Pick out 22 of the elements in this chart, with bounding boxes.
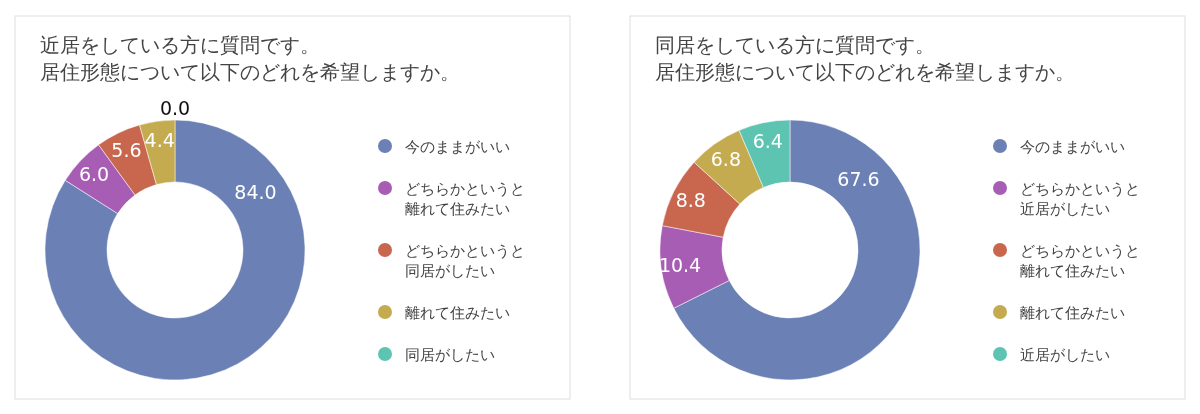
legend-label: どちらかというと同居がしたい — [405, 242, 525, 280]
text: 0.0 — [159, 97, 191, 119]
legend-label: 今のままがいい — [405, 138, 510, 156]
chart-title: 同居をしている方に質問です。居住形態について以下のどれを希望しますか。 — [655, 33, 1075, 84]
data-label: 67.6 — [837, 167, 880, 190]
legend-label: どちらかというと離れて住みたい — [1020, 242, 1140, 280]
data-label: 5.6 — [111, 139, 142, 162]
data-label: 6.0 — [78, 163, 110, 186]
legend-label: どちらかというと離れて住みたい — [405, 180, 525, 218]
chart-title: 近居をしている方に質問です。居住形態について以下のどれを希望しますか。 — [40, 33, 460, 84]
data-label: 84.0 — [234, 181, 277, 204]
legend-label: どちらかというと近居がしたい — [1020, 180, 1140, 218]
data-label: 6.4 — [752, 130, 783, 153]
legend-label: 同居がしたい — [405, 346, 495, 364]
legend-label: 今のままがいい — [1020, 138, 1125, 156]
legend-label: 離れて住みたい — [1020, 304, 1125, 322]
data-label: 6.8 — [710, 148, 741, 171]
data-label: 10.4 — [658, 254, 702, 277]
legend-label: 近居がしたい — [1020, 346, 1110, 364]
data-label: 8.8 — [675, 189, 706, 212]
legend-label: 離れて住みたい — [405, 304, 510, 322]
data-label: 4.4 — [144, 129, 175, 152]
